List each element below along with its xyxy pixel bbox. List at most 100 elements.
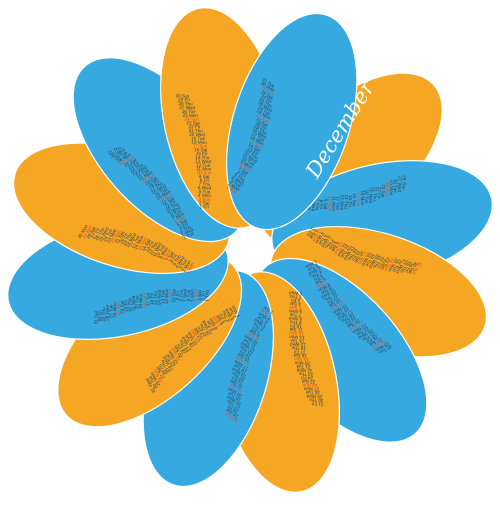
day-entry: 16 Thu bbox=[291, 345, 306, 351]
day-entry: 26 Fri bbox=[158, 363, 168, 376]
day-entry: 19 Fri bbox=[176, 343, 186, 356]
day-entry: 1 Fri bbox=[306, 227, 315, 237]
day-entry: 8 Sat bbox=[248, 328, 260, 338]
day-entry: 7 Thu bbox=[324, 237, 335, 250]
day-entry: 9 Sat bbox=[199, 174, 211, 179]
day-entry: 26 Tue bbox=[391, 258, 403, 273]
day-entry: 31 Thu bbox=[107, 145, 122, 156]
day-entry: 10 Tue bbox=[241, 155, 256, 167]
day-entry: 22 Thu bbox=[127, 297, 133, 312]
day-entry: 7 Thu bbox=[315, 199, 320, 211]
day-entry: 3 Tue bbox=[230, 178, 243, 189]
day-entry: 17 Sat bbox=[145, 292, 150, 306]
day-entry: 3 Fri bbox=[291, 298, 300, 303]
day-entry: 30 Sat bbox=[407, 261, 419, 276]
day-entry: 29 Fri bbox=[178, 97, 190, 102]
day-entry: 5 Mon bbox=[189, 289, 194, 302]
day-entry: 6 Sat bbox=[214, 313, 224, 325]
day-entry: 2 Sat bbox=[199, 200, 211, 205]
day-entry: 13 Sun bbox=[158, 192, 174, 203]
day-entry: 8 Sun bbox=[239, 162, 252, 173]
day-entry: 21 Sun bbox=[170, 347, 181, 363]
day-entry: 11 Tue bbox=[242, 337, 257, 349]
day-entry: 7 Wed bbox=[182, 288, 187, 302]
day-entry: 26 Tue bbox=[393, 179, 399, 194]
day-entry: 11 Thu bbox=[198, 322, 209, 337]
day-entry: 10 Thu bbox=[165, 201, 180, 212]
day-entry: 1 Tue bbox=[183, 230, 196, 240]
day-entry: 4 Mon bbox=[314, 231, 325, 245]
day-entry: 28 Fri bbox=[226, 404, 239, 414]
day-entry: 22 Wed bbox=[296, 368, 312, 374]
day-entry: 27 Sat bbox=[155, 365, 166, 380]
day-entry: 4 Mon bbox=[198, 193, 211, 198]
day-entry: 18 Tue bbox=[232, 363, 247, 375]
day-entry: 24 Sun bbox=[184, 116, 199, 122]
day-entry: 18 Mon bbox=[360, 190, 366, 206]
day-entry: 5 Fri bbox=[313, 273, 323, 282]
day-entry: 12 Tue bbox=[196, 162, 211, 168]
day-entry: 1 Mon bbox=[304, 259, 318, 270]
day-entry: 10 Sat bbox=[171, 288, 176, 302]
day-entry: 27 Wed bbox=[397, 176, 403, 192]
day-entry: 13 Wed bbox=[195, 159, 211, 165]
day-entry: 20 Wed bbox=[189, 132, 205, 138]
day-entry: 20 Fri bbox=[255, 121, 268, 131]
day-entry: 10 Sun bbox=[327, 196, 333, 211]
day-entry: 3 Thu bbox=[179, 224, 192, 234]
day-entry: 14 Sun bbox=[330, 301, 346, 312]
day-entry: 22 Sat bbox=[229, 378, 244, 390]
day-entry: 21 Sun bbox=[349, 321, 365, 332]
day-entry: 20 Sun bbox=[141, 172, 157, 183]
day-entry: 19 Fri bbox=[344, 316, 357, 326]
day-entry: 1 Sun bbox=[225, 184, 238, 195]
day-entry: 30 Thu bbox=[308, 397, 323, 403]
day-entry: 9 Fri bbox=[175, 291, 180, 300]
day-entry: 8 Mon bbox=[208, 317, 219, 331]
day-entry: 4 Wed bbox=[231, 175, 245, 186]
day-entry: 15 Mon bbox=[332, 303, 348, 315]
day-entry: 8 Thu bbox=[178, 289, 183, 301]
day-entry: 26 Sun bbox=[302, 383, 317, 389]
day-entry: 9 Tue bbox=[320, 286, 333, 296]
day-entry: 23 Thu bbox=[298, 371, 313, 377]
day-entry: 8 Fri bbox=[328, 240, 337, 250]
day-entry: 7 Sat bbox=[165, 250, 175, 262]
day-entry: 20 Wed bbox=[368, 187, 374, 203]
day-entry: 6 Sun bbox=[174, 214, 187, 224]
day-entry: 29 Thu bbox=[101, 307, 107, 322]
day-entry: 16 Sat bbox=[353, 250, 365, 265]
day-entry: 9 Wed bbox=[167, 205, 181, 216]
day-entry: 22 Mon bbox=[167, 349, 179, 365]
day-entry: 15 Wed bbox=[290, 342, 306, 348]
day-entry: 20 Sat bbox=[346, 318, 361, 329]
day-entry: 28 Thu bbox=[401, 175, 407, 190]
day-entry: 22 Mon bbox=[351, 323, 367, 335]
petal-shape-december bbox=[225, 12, 358, 231]
day-entry: 12 Sat bbox=[161, 195, 176, 206]
day-entry: 16 Sat bbox=[194, 147, 208, 152]
day-entry: 6 Fri bbox=[236, 170, 246, 179]
day-entry: 4 Tue bbox=[256, 315, 269, 326]
day-entry: 2 Fri bbox=[201, 291, 206, 300]
day-entry: 4 Sat bbox=[289, 301, 301, 306]
day-entry: 21 Sat bbox=[114, 230, 126, 245]
day-entry: 29 Wed bbox=[306, 394, 322, 400]
day-entry: 18 Sat bbox=[293, 353, 307, 358]
day-entry: 1 Sun bbox=[184, 261, 195, 274]
day-entry: 29 Tue bbox=[113, 150, 128, 161]
day-entry: 17 Sun bbox=[193, 143, 208, 149]
day-entry: 14 Thu bbox=[195, 155, 210, 161]
day-entry: 2 Sun bbox=[259, 308, 272, 319]
day-entry: 9 Sat bbox=[330, 241, 340, 253]
day-entry: 11 Mon bbox=[196, 166, 212, 172]
day-entry: 25 Sat bbox=[301, 379, 315, 384]
day-entry: 6 Wed bbox=[311, 198, 316, 212]
day-entry: 14 Mon bbox=[156, 189, 172, 201]
day-entry: 4 Sun bbox=[193, 289, 198, 302]
day-entry: 28 Sun bbox=[371, 339, 387, 350]
day-entry: 4 Thu bbox=[221, 310, 231, 323]
day-entry: 1 Wed bbox=[289, 290, 303, 295]
day-entry: 24 Sat bbox=[119, 300, 124, 314]
